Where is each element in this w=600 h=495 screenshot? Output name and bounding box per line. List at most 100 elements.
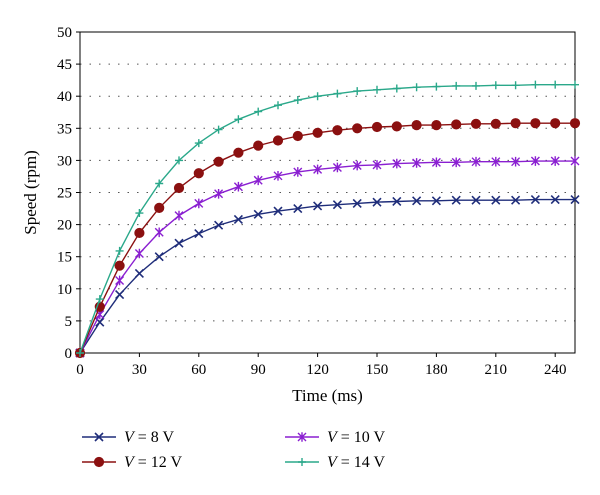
point-0-14 [352,198,362,208]
point-0-11 [293,203,303,214]
x-axis-title: Time (ms) [292,386,363,405]
point-3-6 [194,139,203,148]
point-2-20 [470,118,482,129]
x-tick-label-90: 90 [251,362,266,378]
point-2-12 [312,127,323,138]
point-2-18 [431,119,442,131]
y-tick-label-35: 35 [57,121,72,137]
point-2-19 [451,119,462,130]
y-axis-title: Speed (rpm) [21,150,40,235]
point-0-25 [570,194,580,205]
y-tick-label-50: 50 [57,25,72,41]
point-3-16 [392,84,401,93]
series-1 [75,156,580,358]
point-3-1 [95,295,104,304]
point-0-23 [530,194,540,205]
point-0-21 [491,195,501,205]
point-2-9 [253,140,264,151]
series-0 [75,194,580,358]
legend-var-1: V [327,429,339,446]
point-0-7 [214,220,224,230]
point-3-4 [155,179,164,188]
point-0-20 [471,195,481,205]
point-2-13 [332,125,343,136]
legend-item-1: V = 10 V [285,429,386,446]
legend-label-0: V = 8 V [124,429,175,446]
point-0-5 [174,238,184,248]
point-1-23 [530,156,540,166]
point-1-24 [550,156,560,166]
point-0-24 [550,194,560,205]
legend-marker-3 [298,458,306,466]
point-3-20 [472,81,480,90]
point-1-7 [214,188,224,199]
legend-var-0: V [124,429,136,446]
point-2-8 [233,147,244,158]
point-3-0 [76,349,84,357]
point-1-21 [491,156,501,167]
point-2-24 [550,118,561,129]
point-3-8 [234,115,243,124]
legend-label-2: V = 12 V [124,454,183,471]
point-2-3 [134,227,145,239]
grid-lines [80,63,575,322]
point-0-8 [233,214,243,225]
point-1-4 [154,227,164,238]
point-1-13 [332,162,342,173]
point-2-6 [193,168,204,179]
point-3-21 [491,81,500,90]
point-2-21 [490,118,501,129]
point-1-3 [134,248,144,259]
point-3-19 [452,81,461,90]
point-3-7 [214,125,223,134]
point-3-17 [412,83,421,92]
point-3-9 [254,107,263,116]
y-tick-label-30: 30 [57,153,72,169]
point-2-15 [371,121,383,133]
point-3-22 [511,81,520,90]
point-1-20 [471,156,481,167]
point-0-18 [431,196,441,206]
point-1-10 [273,171,283,181]
y-tick-label-40: 40 [57,89,72,105]
point-3-10 [274,101,282,110]
y-axis-ticks: 0 5 10 15 20 25 30 35 40 45 50 [57,25,80,362]
point-1-6 [194,198,204,209]
x-tick-label-0: 0 [76,362,84,378]
point-3-14 [353,87,362,96]
point-2-25 [569,118,581,129]
legend-rest-1: = 10 V [337,429,386,446]
x-tick-label-120: 120 [306,362,329,378]
point-0-16 [392,196,402,207]
point-0-13 [332,200,342,210]
point-1-14 [352,160,362,171]
x-tick-label-150: 150 [366,362,389,378]
x-tick-label-210: 210 [485,362,508,378]
point-1-22 [511,156,521,167]
point-0-10 [273,206,283,216]
y-tick-label-10: 10 [57,282,72,298]
point-3-15 [373,85,381,94]
point-0-17 [412,196,422,206]
legend-marker-0 [94,432,104,442]
legend-label-1: V = 10 V [327,429,386,446]
point-2-5 [173,182,185,194]
point-0-15 [372,197,382,207]
point-0-22 [511,195,521,205]
point-2-14 [352,123,363,134]
point-0-2 [115,290,125,300]
point-0-12 [313,201,323,211]
legend-item-3: V = 14 V [285,454,386,471]
legend-var-3: V [327,454,339,471]
y-tick-label-45: 45 [57,57,72,73]
y-tick-label-20: 20 [57,218,72,234]
series-2 [74,118,581,359]
point-2-2 [114,260,125,271]
series-line-0 [79,198,575,354]
point-0-4 [154,252,164,262]
point-1-16 [392,158,402,169]
x-tick-label-180: 180 [425,362,448,378]
point-0-6 [194,229,204,239]
legend-marker-1 [297,432,307,442]
